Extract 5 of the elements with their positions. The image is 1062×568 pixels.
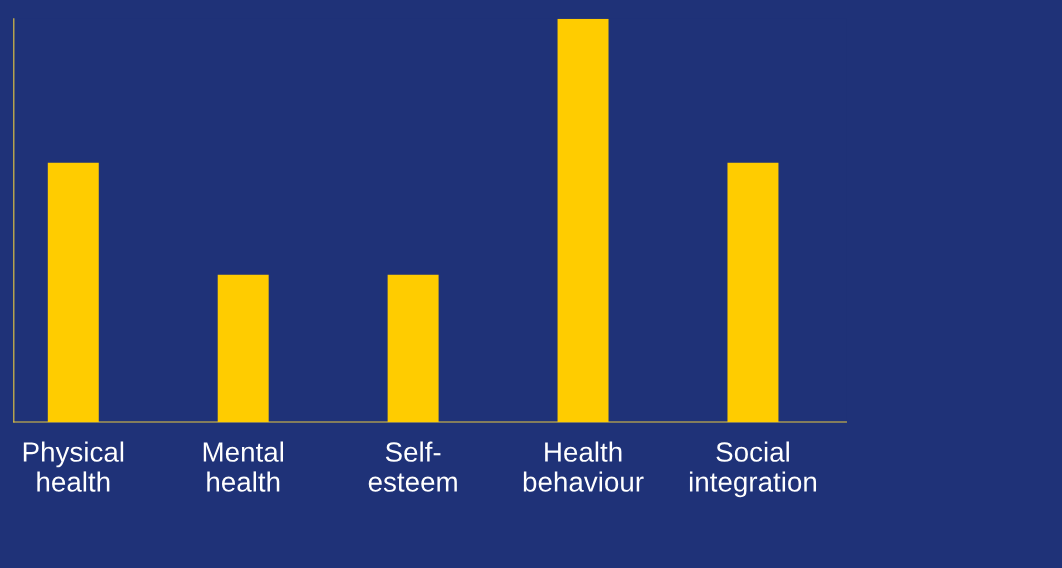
x-tick-label: Health behaviour [523, 441, 644, 492]
x-tick-label: Social integration [689, 441, 817, 498]
x-tick-label: Self- esteem [368, 441, 457, 492]
x-tick-label: Mental health [203, 441, 284, 492]
x-tick-label: Physical health [23, 441, 124, 492]
